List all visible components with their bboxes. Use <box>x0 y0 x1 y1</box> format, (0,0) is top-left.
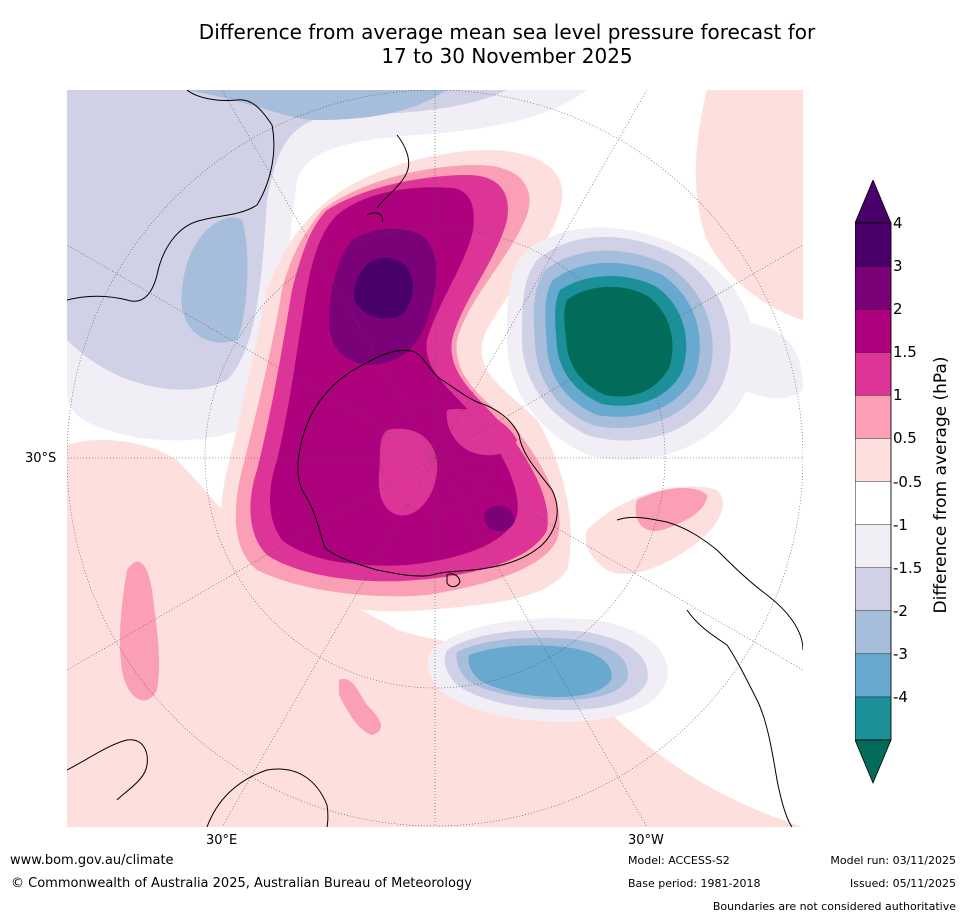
footer-base-period: Base period: 1981-2018 <box>628 877 761 890</box>
colorbar-frame <box>855 222 892 741</box>
title-line-2: 17 to 30 November 2025 <box>381 44 633 68</box>
colorbar-band--2 <box>855 610 892 655</box>
anomaly-contour-top-left-neg2 <box>187 90 447 120</box>
colorbar-tick-label: -2 <box>893 601 908 620</box>
tasmania-coastline <box>446 573 461 588</box>
anomaly-contour-indian-ocean-neg2 <box>181 217 248 343</box>
colorbar-title: Difference from average (hPa) <box>931 356 951 614</box>
footer-model: Model: ACCESS-S2 <box>628 854 730 867</box>
colorbar-tick-label: -1 <box>893 515 908 534</box>
colorbar-tick-label: -3 <box>893 644 908 663</box>
colorbar-bands <box>855 222 892 741</box>
footer-url[interactable]: www.bom.gov.au/climate <box>10 853 174 868</box>
anomaly-contour-top-right-pos05 <box>695 90 803 320</box>
colorbar-band--1.5 <box>855 567 892 612</box>
footer-issued: Issued: 05/11/2025 <box>849 877 956 890</box>
colorbar-band-1 <box>855 395 892 440</box>
colorbar-tick-label: -4 <box>893 687 908 706</box>
anomaly-contour-australia-pos4 <box>354 258 413 319</box>
anomaly-contour-interior-pos15a <box>378 428 438 516</box>
pressure-anomaly-map <box>67 90 803 827</box>
colorbar-tick-label: 3 <box>893 257 903 276</box>
colorbar-tick-label: 0.5 <box>893 429 917 448</box>
footer-model-run: Model run: 03/11/2025 <box>830 854 956 867</box>
footer-copyright: © Commonwealth of Australia 2025, Austra… <box>11 876 472 891</box>
anomaly-contour-interior-pos15b <box>446 409 517 456</box>
title-line-1: Difference from average mean sea level p… <box>198 20 816 44</box>
colorbar-band-0.5 <box>855 438 892 483</box>
south-america-coastline <box>616 516 803 827</box>
graticule-meridian-12 <box>221 90 436 459</box>
graticule-meridian-8 <box>434 457 648 827</box>
colorbar <box>855 180 892 785</box>
anomaly-contour-lower-left-pos1b <box>339 679 382 735</box>
footer-disclaimer: Boundaries are not considered authoritat… <box>712 900 956 913</box>
colorbar-band-4 <box>855 222 892 267</box>
longitude-label-30w: 30°W <box>628 833 664 848</box>
graticule-meridian-7 <box>221 457 436 827</box>
new-zealand-coastline <box>366 134 410 223</box>
anomaly-contour-australia-pos2 <box>270 187 518 566</box>
antarctica-coastline <box>67 739 329 827</box>
colorbar-tick-label: 4 <box>893 214 903 232</box>
longitude-label-30e: 30°E <box>206 833 238 848</box>
colorbar-tick-label: -1.5 <box>893 558 923 577</box>
colorbar-band--1 <box>855 524 892 569</box>
colorbar-tick-label: -0.5 <box>893 472 923 491</box>
colorbar-extend-low <box>855 739 892 785</box>
colorbar-band--4 <box>855 696 892 741</box>
southeast-asia-coastline <box>67 90 275 302</box>
latitude-label-30s: 30°S <box>25 451 57 466</box>
anomaly-contour-top-left-neg15 <box>67 90 507 390</box>
coastlines <box>67 90 803 827</box>
colorbar-band--0.5 <box>855 481 892 526</box>
graticule-circle-60s <box>204 227 666 689</box>
anomaly-contour-lower-left-pos1a <box>119 561 160 701</box>
graticule-meridian-10 <box>434 244 803 459</box>
anomaly-contour-interior-pos3 <box>484 505 515 532</box>
graticule <box>67 90 803 827</box>
anomaly-contour-tasman-neg4 <box>564 286 673 397</box>
colorbar-tick-label: 1.5 <box>893 343 917 362</box>
anomaly-contour-lower-right-pos1 <box>635 488 707 531</box>
chart-title: Difference from average mean sea level p… <box>0 20 965 68</box>
colorbar-band-2 <box>855 308 892 353</box>
anomaly-contour-south-neg2 <box>468 645 612 697</box>
colorbar-tick-label: 2 <box>893 300 903 319</box>
graticule-meridian-5 <box>67 244 436 459</box>
australia-coastline <box>297 349 558 577</box>
colorbar-extend-high <box>855 180 892 224</box>
colorbar-band-3 <box>855 265 892 310</box>
colorbar-band-1.5 <box>855 352 892 397</box>
colorbar-tick-label: 1 <box>893 386 903 405</box>
colorbar-band--3 <box>855 653 892 698</box>
